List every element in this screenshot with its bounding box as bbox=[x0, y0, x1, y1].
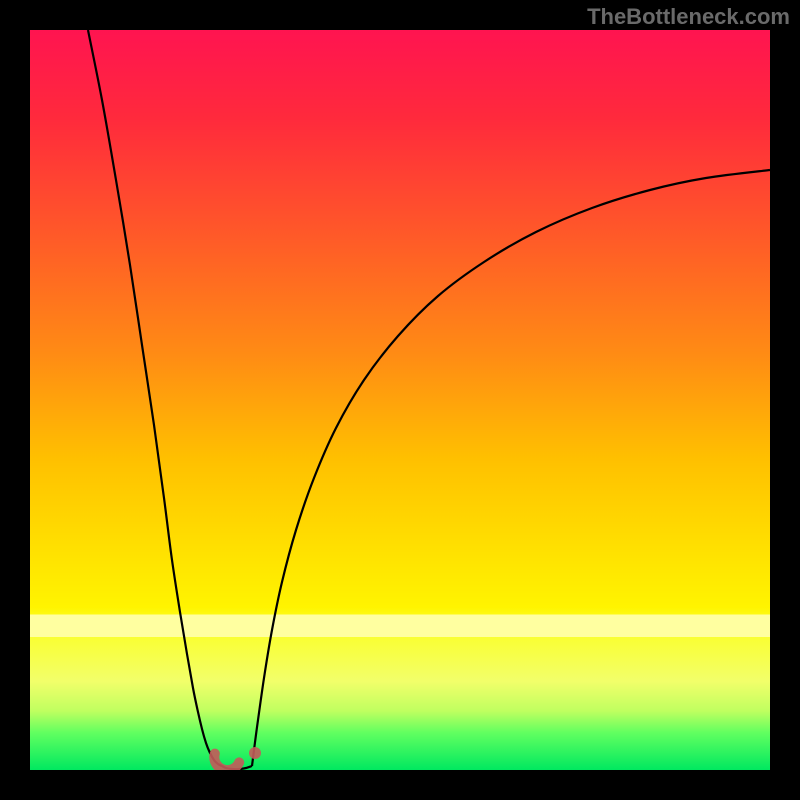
extra-dots-group bbox=[249, 747, 261, 759]
valley-markers bbox=[30, 30, 770, 770]
plot-area bbox=[30, 30, 770, 770]
stage: TheBottleneck.com bbox=[0, 0, 800, 800]
watermark-text: TheBottleneck.com bbox=[587, 4, 790, 30]
u-marker bbox=[214, 754, 239, 770]
marker-dot bbox=[249, 747, 261, 759]
